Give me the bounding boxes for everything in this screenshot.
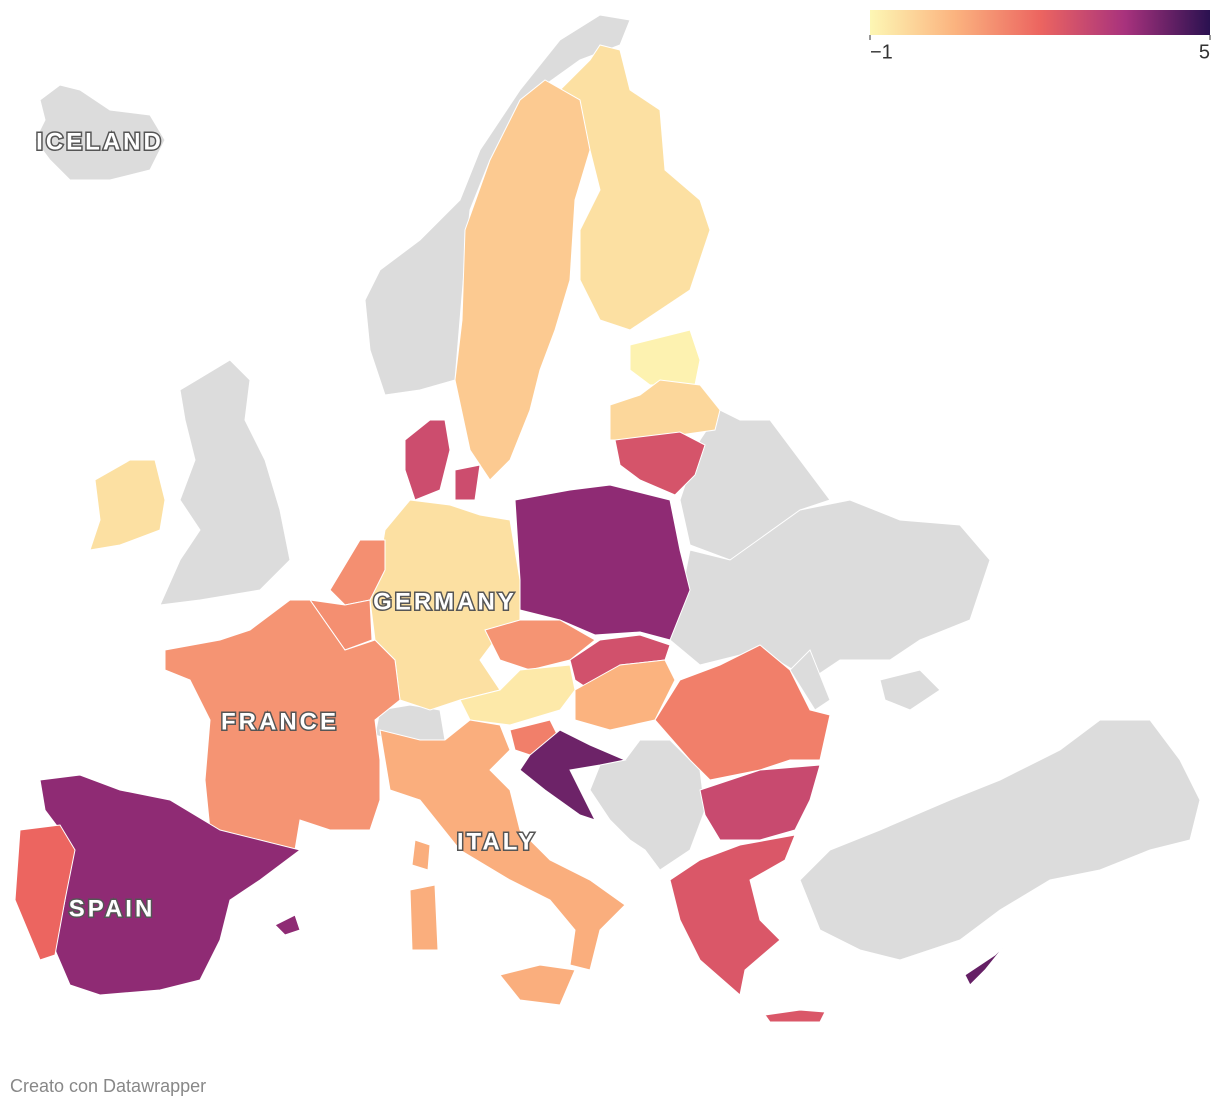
region bbox=[964, 944, 1006, 986]
legend-tick-label: −1 bbox=[870, 41, 893, 63]
region bbox=[669, 834, 796, 996]
region bbox=[404, 419, 451, 501]
legend-tick-label: 5 bbox=[1199, 41, 1210, 63]
region bbox=[514, 484, 691, 641]
region bbox=[454, 79, 591, 481]
region-label: GERMANY bbox=[373, 588, 517, 615]
labels: ICELAND GERMANY FRANCE ITALY SPAIN bbox=[35, 127, 537, 924]
region bbox=[454, 464, 481, 501]
land bbox=[34, 84, 166, 181]
region bbox=[629, 329, 701, 386]
region bbox=[411, 839, 431, 871]
land bbox=[789, 649, 831, 711]
region bbox=[164, 599, 401, 851]
land bbox=[589, 739, 706, 871]
legend-gradient bbox=[870, 10, 1210, 35]
region bbox=[379, 719, 626, 971]
region bbox=[609, 379, 721, 441]
land bbox=[159, 359, 291, 606]
region bbox=[274, 914, 301, 936]
region bbox=[574, 659, 676, 731]
region bbox=[89, 459, 166, 551]
regions bbox=[14, 44, 1006, 1023]
region-label: ITALY bbox=[457, 828, 537, 855]
background-land bbox=[34, 14, 1201, 961]
land bbox=[669, 499, 991, 681]
region-label: FRANCE bbox=[221, 708, 339, 735]
region bbox=[369, 499, 521, 711]
land bbox=[799, 719, 1201, 961]
region-label: SPAIN bbox=[69, 895, 156, 922]
region bbox=[699, 764, 821, 841]
region bbox=[519, 729, 627, 821]
region bbox=[654, 644, 831, 781]
land bbox=[879, 669, 941, 711]
footer: Creato con Datawrapper bbox=[10, 1076, 206, 1096]
region bbox=[614, 431, 706, 496]
land bbox=[364, 14, 631, 396]
region-label: ICELAND bbox=[36, 128, 164, 155]
region bbox=[14, 824, 76, 961]
region bbox=[499, 964, 576, 1006]
region bbox=[409, 884, 439, 951]
region bbox=[559, 44, 711, 331]
region bbox=[764, 1009, 826, 1023]
region bbox=[484, 619, 596, 671]
